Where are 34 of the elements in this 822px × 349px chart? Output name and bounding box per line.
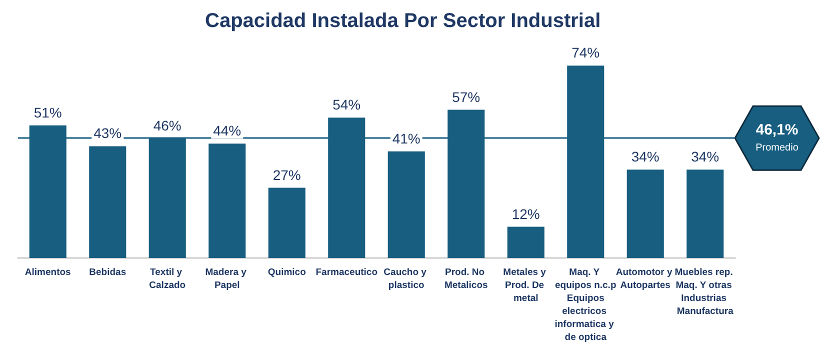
x-tick-label: Alimentos — [24, 267, 71, 278]
ref-line-label: 46,1% — [756, 122, 798, 139]
bar — [686, 170, 724, 258]
x-tick-label: Prod. No Metalicos — [444, 267, 488, 291]
data-label: 57% — [452, 88, 480, 105]
data-label: 74% — [572, 44, 600, 61]
x-tick-label: Bebidas — [89, 267, 126, 278]
data-label: 46% — [153, 117, 182, 134]
bar — [208, 144, 246, 258]
data-label: 34% — [691, 148, 720, 165]
bar — [268, 188, 306, 258]
chart-title: Capacidad Instalada Por Sector Industrial — [205, 10, 601, 32]
data-label: 54% — [332, 96, 361, 113]
x-tick-label: Quimico — [268, 267, 306, 278]
bar — [388, 151, 425, 258]
data-label: 51% — [34, 104, 62, 120]
x-tick-label: Maq. Y equipos n.c.p Equipos electricos informatica y de optica — [554, 267, 617, 343]
data-label: 44% — [213, 122, 242, 139]
x-tick-label: Textil y Calzado — [149, 267, 186, 291]
x-tick-label: Farmaceutico — [316, 267, 378, 278]
text: Promedio — [756, 142, 799, 154]
x-tick-label: Muebles rep. Maq. Y otras Industrias Manufactura — [674, 267, 736, 317]
x-tick-label: Caucho y plastico — [384, 267, 430, 291]
bar — [626, 170, 664, 258]
bar — [507, 226, 544, 258]
data-label: 27% — [272, 166, 301, 183]
x-tick-label: Metales y Prod. De metal — [503, 267, 549, 304]
x-tick-label: Automotor y Autopartes — [616, 267, 675, 291]
data-label: 34% — [631, 148, 660, 165]
bar — [89, 146, 126, 258]
data-label: 12% — [512, 206, 540, 222]
x-tick-label: Madera y Papel — [205, 267, 250, 291]
data-label: 41% — [392, 130, 420, 146]
data-label: 43% — [94, 125, 122, 142]
